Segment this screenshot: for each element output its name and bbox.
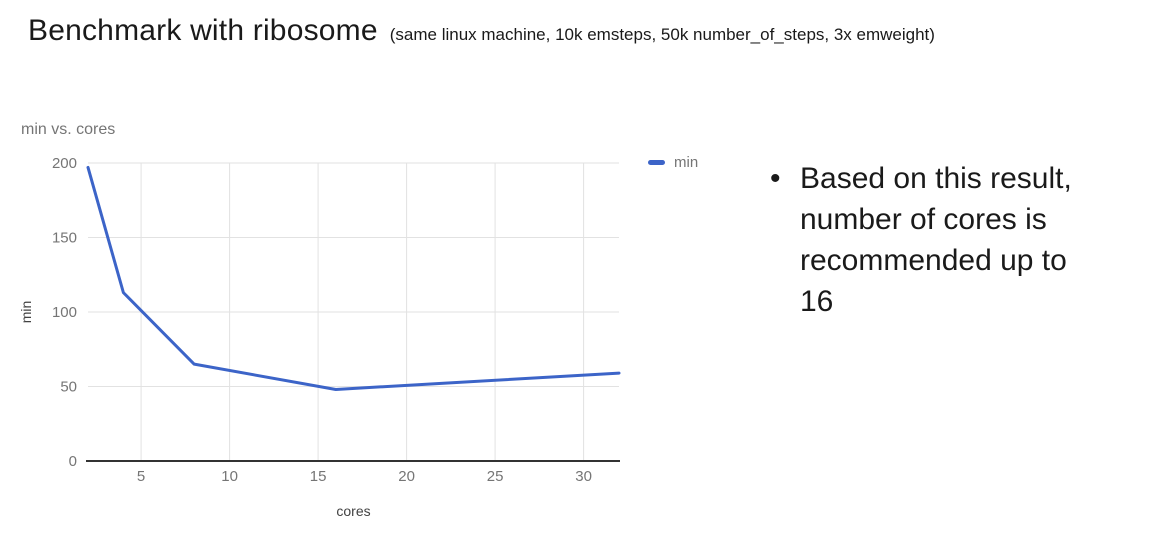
line-chart: 5 10 15 20 25 30 0 50 100 150 200 min cores bbox=[18, 155, 621, 519]
legend-label-min: min bbox=[674, 153, 699, 171]
x-axis-label: cores bbox=[336, 503, 370, 519]
bullet-text: Based on this result, number of cores is… bbox=[800, 162, 1072, 318]
slide-title: Benchmark with ribosome bbox=[28, 14, 378, 47]
x-tick-label: 15 bbox=[310, 468, 327, 485]
slide-header: Benchmark with ribosome (same linux mach… bbox=[28, 14, 935, 48]
y-tick-label: 200 bbox=[52, 155, 77, 172]
y-tick-label: 0 bbox=[69, 453, 77, 470]
x-tick-label: 5 bbox=[137, 468, 145, 485]
x-tick-label: 30 bbox=[575, 468, 592, 485]
y-tick-label: 100 bbox=[52, 304, 77, 321]
chart-legend: min bbox=[648, 153, 698, 171]
series-line-min bbox=[86, 165, 621, 391]
legend-swatch-min bbox=[648, 159, 665, 165]
bullet-marker: • bbox=[770, 162, 781, 195]
notes-block: • Based on this result, number of cores … bbox=[770, 158, 1115, 322]
x-tick-label: 20 bbox=[398, 468, 415, 485]
chart-title: min vs. cores bbox=[21, 121, 116, 138]
y-axis-label: min bbox=[18, 301, 34, 324]
y-tick-label: 150 bbox=[52, 230, 77, 247]
slide-subtitle: (same linux machine, 10k emsteps, 50k nu… bbox=[389, 25, 935, 44]
x-tick-label: 10 bbox=[221, 468, 238, 485]
list-item: • Based on this result, number of cores … bbox=[770, 158, 1115, 322]
y-tick-label: 50 bbox=[60, 379, 77, 396]
x-tick-label: 25 bbox=[487, 468, 504, 485]
